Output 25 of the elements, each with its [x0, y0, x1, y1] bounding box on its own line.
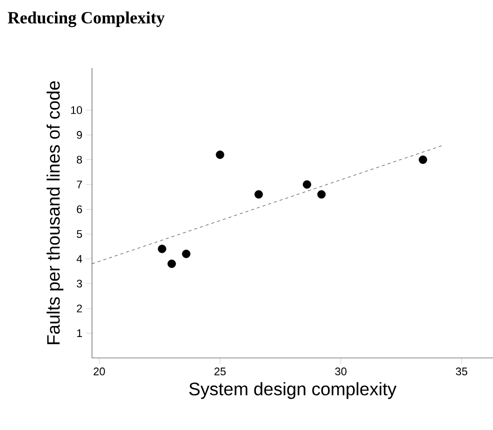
point [254, 190, 263, 199]
point [168, 260, 176, 268]
point [302, 180, 312, 189]
y-tick-label: 8 [76, 156, 82, 164]
y-axis-title: Faults per thousand lines of code [46, 81, 64, 344]
x-tick-label: 20 [94, 368, 105, 376]
y-tick-label: 7 [76, 180, 82, 188]
y-tick-label: 4 [76, 255, 82, 263]
y-tick-label: 3 [76, 280, 82, 288]
point [158, 244, 166, 254]
point [216, 150, 224, 159]
y-tick-label: 2 [76, 304, 82, 312]
y-tick-label: 5 [76, 230, 82, 238]
x-tick-label: 25 [214, 368, 226, 376]
chart-title: Reducing Complexity [8, 12, 165, 28]
y-tick-label: 6 [76, 205, 82, 214]
x-axis-title: System design complexity [189, 382, 396, 399]
y-tick-label: 9 [76, 131, 82, 139]
y-tick-label: 10 [71, 106, 82, 114]
x-tick-label: 30 [335, 368, 346, 376]
point [418, 156, 428, 164]
point [182, 250, 190, 258]
x-tick-label: 35 [456, 368, 468, 376]
y-tick-label: 1 [77, 329, 82, 337]
point [317, 190, 326, 199]
